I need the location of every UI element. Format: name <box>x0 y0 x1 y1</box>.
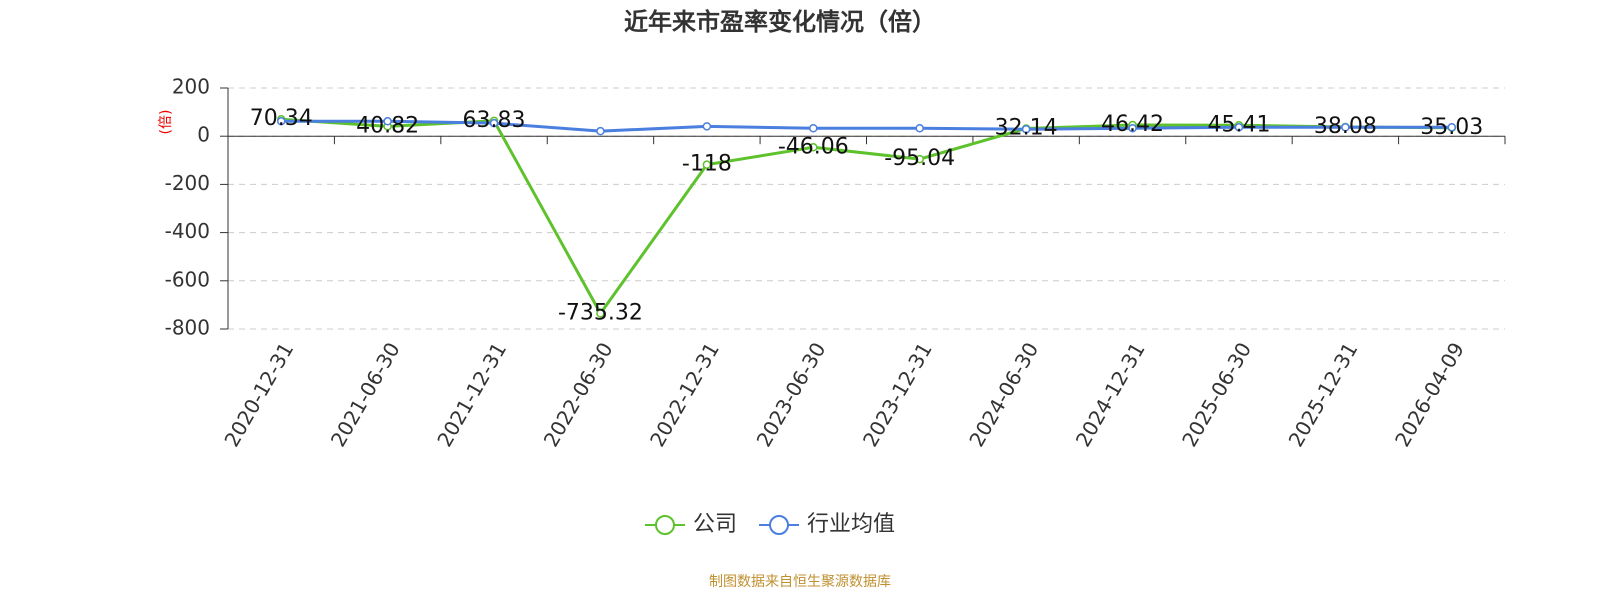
data-point <box>915 123 924 133</box>
data-label: -735.32 <box>558 300 643 325</box>
y-tick-label: -600 <box>165 267 210 291</box>
x-tick-label: 2022-06-30 <box>539 338 618 451</box>
data-point <box>383 117 392 126</box>
legend-item: 公司 <box>645 512 737 537</box>
y-axis-label: (倍) <box>158 110 174 135</box>
data-label: 63.83 <box>463 108 526 133</box>
data-label: -46.06 <box>778 134 849 159</box>
x-tick-label: 2021-12-31 <box>432 338 511 451</box>
x-tick-label: 2022-12-31 <box>645 338 724 451</box>
x-tick-label: 2021-06-30 <box>326 338 405 451</box>
x-tick-label: 2024-06-30 <box>964 338 1043 451</box>
data-label: 45.41 <box>1207 112 1270 137</box>
chart-title: 近年来市盈率变化情况（倍） <box>624 8 936 36</box>
data-point <box>1447 123 1457 132</box>
data-point <box>596 126 605 136</box>
data-label: 32.14 <box>995 115 1058 140</box>
y-tick-label: -800 <box>165 316 210 340</box>
data-point <box>702 160 712 169</box>
y-tick-label: 200 <box>172 75 210 99</box>
data-point <box>596 309 605 318</box>
data-label: 35.03 <box>1420 115 1483 140</box>
legend-label: 行业均值 <box>807 512 895 537</box>
data-point <box>809 123 818 133</box>
data-label: 40.82 <box>356 113 419 138</box>
data-label: 70.34 <box>250 106 313 131</box>
data-point <box>489 118 499 128</box>
data-point <box>702 122 712 131</box>
x-tick-label: 2024-12-31 <box>1071 338 1150 451</box>
data-label: -118 <box>682 152 732 177</box>
x-tick-label: 2026-04-09 <box>1390 338 1469 451</box>
data-point <box>915 154 924 164</box>
data-point <box>1234 123 1244 132</box>
x-tick-label: 2023-12-31 <box>858 338 937 451</box>
x-tick-label: 2025-06-30 <box>1177 338 1256 451</box>
x-tick-label: 2020-12-31 <box>219 338 298 451</box>
x-tick-label: 2025-12-31 <box>1284 338 1363 451</box>
data-point <box>1341 123 1350 132</box>
legend-marker <box>769 515 790 535</box>
data-label: -95.04 <box>884 146 955 171</box>
legend-item: 行业均值 <box>759 512 895 537</box>
data-point <box>1021 124 1031 134</box>
legend-label: 公司 <box>693 512 737 537</box>
data-point <box>276 117 286 126</box>
data-point <box>809 143 818 152</box>
legend-marker <box>655 515 675 535</box>
series-line <box>281 117 1452 317</box>
y-tick-label: -200 <box>165 171 210 195</box>
x-tick-label: 2023-06-30 <box>751 338 830 451</box>
source-note: 制图数据来自恒生聚源数据库 <box>709 574 891 590</box>
data-point <box>1128 123 1137 133</box>
y-tick-label: 0 <box>197 123 210 147</box>
series-line <box>281 119 1452 133</box>
data-label: 38.08 <box>1314 114 1377 139</box>
data-label: 46.42 <box>1101 112 1164 137</box>
y-tick-label: -400 <box>165 219 210 243</box>
